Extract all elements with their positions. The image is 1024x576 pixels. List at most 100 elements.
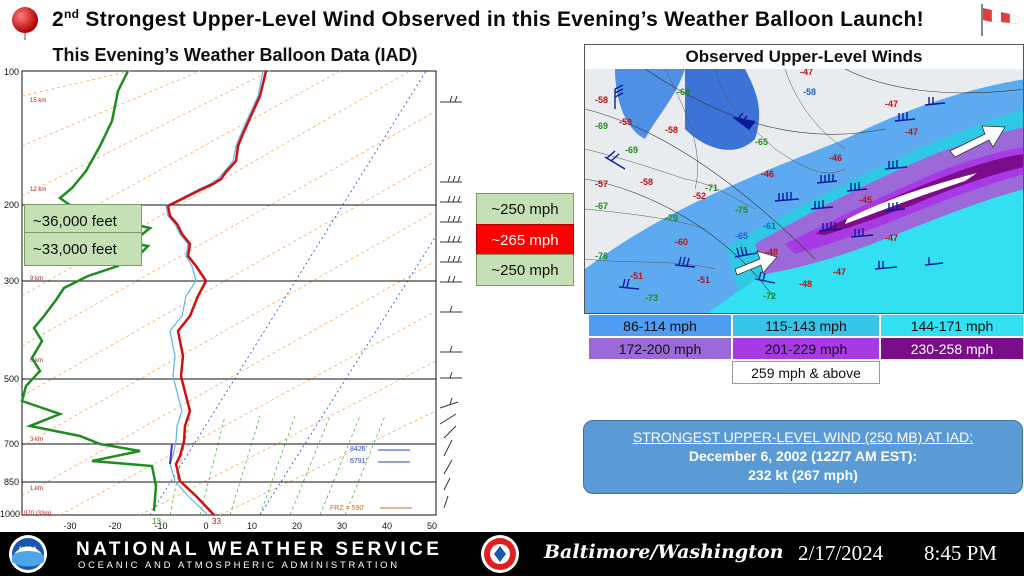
mixing-ratio-lines [169, 415, 386, 516]
svg-text:-47: -47 [800, 69, 813, 77]
legend-swatch: 230-258 mph [880, 337, 1024, 360]
temp-tick: -30 [63, 521, 76, 531]
svg-text:-47: -47 [833, 267, 846, 277]
svg-text:-47: -47 [905, 127, 918, 137]
temp-tick: 20 [292, 521, 302, 531]
wind-speed-label-max: ~265 mph [476, 224, 574, 256]
height-label: 3 km [30, 437, 43, 443]
legend-swatch: 86-114 mph [588, 314, 732, 337]
svg-text:-67: -67 [595, 201, 608, 211]
svg-text:-75: -75 [735, 205, 748, 215]
svg-text:-47: -47 [885, 233, 898, 243]
skewt-title: This Evening’s Weather Balloon Data (IAD… [52, 45, 418, 65]
dewpoint-line [20, 70, 158, 512]
legend-swatch: 144-171 mph [880, 314, 1024, 337]
legend-swatch: 172-200 mph [588, 337, 732, 360]
legend-swatch: 259 mph & above [732, 361, 880, 384]
noaa-logo-icon: NOAA [9, 535, 47, 573]
svg-text:-52: -52 [693, 191, 706, 201]
temp-tick: 40 [382, 521, 392, 531]
height-label: 15 km [30, 98, 46, 104]
wetbulb-line [165, 70, 264, 516]
svg-text:-65: -65 [755, 137, 768, 147]
height-label: 1 km [30, 486, 43, 492]
svg-text:-51: -51 [630, 271, 643, 281]
pressure-label: 1000 [0, 509, 20, 519]
temp-tick: 50 [427, 521, 437, 531]
svg-text:-58: -58 [803, 87, 816, 97]
annotation: 6791' [350, 458, 367, 465]
pressure-label: 700 [4, 439, 19, 449]
pressure-lines [22, 204, 436, 483]
wind-barb-column [439, 95, 462, 509]
agency-subtitle: OCEANIC AND ATMOSPHERIC ADMINISTRATION [78, 560, 400, 571]
height-label: 12 km [30, 187, 46, 193]
svg-text:-65: -65 [735, 231, 748, 241]
svg-text:-72: -72 [763, 291, 776, 301]
temp-tick: 0 [203, 521, 208, 531]
height-label: 970 (33m) [24, 511, 51, 517]
svg-text:-58: -58 [595, 95, 608, 105]
svg-text:-57: -57 [595, 179, 608, 189]
office-name: Baltimore/Washington [544, 541, 784, 563]
temp-tick: -20 [108, 521, 121, 531]
freezing-level: FRZ = 590' [330, 505, 365, 512]
temp-tick: 30 [337, 521, 347, 531]
svg-text:-69: -69 [625, 145, 638, 155]
height-label: 9 km [30, 276, 43, 282]
pressure-label: 200 [4, 200, 19, 210]
svg-text:-47: -47 [885, 99, 898, 109]
svg-text:-71: -71 [705, 183, 718, 193]
skewt-diagram: 100 200 300 500 700 850 1000 15 km 12 km… [0, 66, 474, 532]
upper-winds-map: Observed Upper-Level Winds [584, 44, 1024, 314]
footer-time: 8:45 PM [924, 541, 997, 565]
temp-tick: -10 [154, 521, 167, 531]
svg-text:-73: -73 [645, 293, 658, 303]
surface-dewpoint: 13 [152, 517, 161, 526]
svg-text:-79: -79 [665, 213, 678, 223]
altitude-label-33000: ~33,000 feet [24, 232, 142, 266]
svg-text:NOAA: NOAA [19, 547, 37, 553]
title-bar: 2nd Strongest Upper-Level Wind Observed … [0, 0, 1024, 44]
svg-text:-61: -61 [763, 221, 776, 231]
wind-speed-label: ~250 mph [476, 193, 574, 225]
wind-speed-label: ~250 mph [476, 254, 574, 286]
footer: NOAA NATIONAL WEATHER SERVICE OCEANIC AN… [0, 532, 1024, 576]
svg-text:-48: -48 [765, 247, 778, 257]
svg-text:-46: -46 [761, 169, 774, 179]
svg-text:-69: -69 [595, 121, 608, 131]
record-date: December 6, 2002 (12Z/7 AM EST): [688, 448, 918, 464]
temp-tick: 10 [247, 521, 257, 531]
page-title: 2nd Strongest Upper-Level Wind Observed … [52, 7, 924, 31]
pressure-label: 100 [4, 67, 19, 77]
nws-logo-icon [481, 535, 519, 573]
legend-swatch: 201-229 mph [732, 337, 880, 360]
windsock-icon [981, 4, 1020, 36]
temperature-line [166, 70, 268, 516]
svg-text:-51: -51 [697, 275, 710, 285]
record-info-box: STRONGEST UPPER-LEVEL WIND (250 MB) AT I… [583, 420, 1023, 494]
footer-date: 2/17/2024 [798, 541, 884, 565]
isotherms [149, 70, 437, 516]
pressure-label: 850 [4, 477, 19, 487]
legend-swatch: 115-143 mph [732, 314, 880, 337]
svg-text:-58: -58 [665, 125, 678, 135]
height-label: 6 km [30, 358, 43, 364]
svg-text:-48: -48 [799, 279, 812, 289]
svg-text:-59: -59 [619, 117, 632, 127]
wind-map: -58 -47 -59 -58 -57 -58 -52 -51 -60 -51 … [585, 69, 1023, 313]
surface-temp: 33 [212, 517, 221, 526]
svg-text:-76: -76 [595, 251, 608, 261]
pressure-label: 500 [4, 374, 19, 384]
svg-text:-69: -69 [677, 87, 690, 97]
svg-text:-46: -46 [829, 153, 842, 163]
record-value: 232 kt (267 mph) [748, 467, 858, 483]
svg-text:-45: -45 [859, 195, 872, 205]
svg-text:-58: -58 [640, 177, 653, 187]
svg-text:-60: -60 [675, 237, 688, 247]
pressure-label: 300 [4, 276, 19, 286]
weather-balloon-icon [12, 7, 38, 40]
annotation: 8426' [350, 446, 367, 453]
map-title: Observed Upper-Level Winds [585, 45, 1023, 69]
record-heading: STRONGEST UPPER-LEVEL WIND (250 MB) AT I… [632, 429, 974, 445]
